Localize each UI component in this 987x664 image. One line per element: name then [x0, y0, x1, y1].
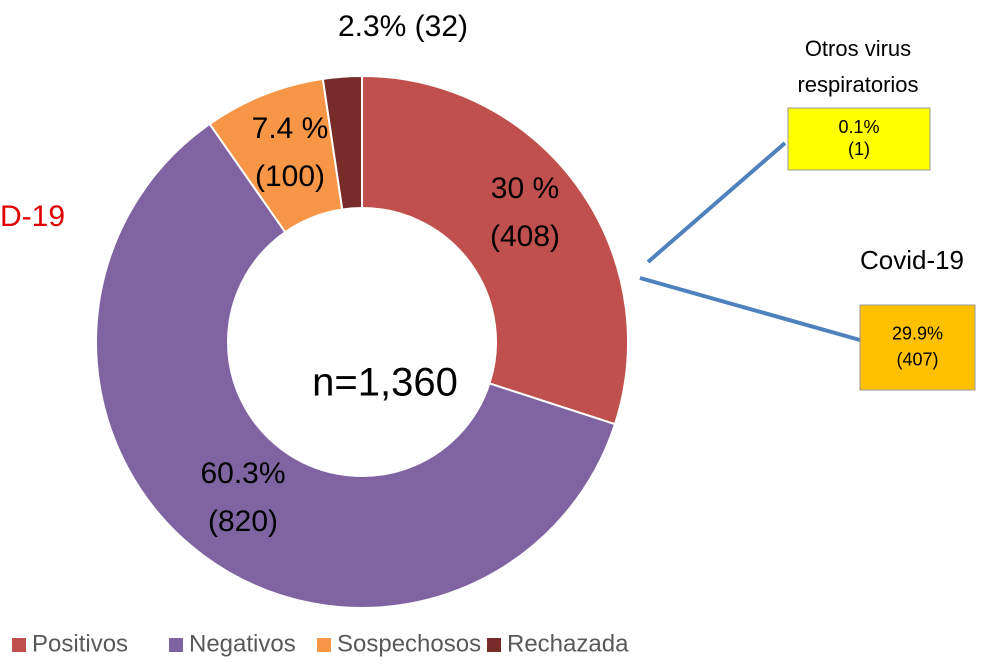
annotation-title: Covid-19: [860, 245, 964, 275]
value-label: 2.3% (32): [338, 10, 468, 43]
annotation-box: [787, 107, 931, 171]
legend-label: Sospechosos: [337, 630, 481, 657]
side-label: D-19: [0, 200, 65, 233]
callout-line: [639, 276, 861, 342]
legend-swatch: [317, 638, 331, 652]
annotation-text: 0.1%: [838, 117, 879, 137]
legend-swatch: [487, 638, 501, 652]
annotation-text: (407): [896, 349, 938, 369]
annotation-text: 29.9%: [892, 323, 943, 343]
legend-label: Rechazada: [507, 630, 629, 657]
annotation-box: [859, 304, 976, 391]
donut-segment: [361, 74, 629, 426]
legend-swatch: [12, 638, 26, 652]
annotation-title: Otros virus: [805, 36, 911, 61]
donut-segment: [321, 74, 363, 211]
donut-segment: [95, 122, 617, 609]
annotation-title: respiratorios: [797, 72, 918, 97]
legend-swatch: [169, 638, 183, 652]
value-label: 60.3%: [200, 457, 285, 490]
callout-line: [646, 141, 787, 264]
annotation-text: (1): [848, 139, 870, 159]
value-label: (408): [490, 220, 560, 253]
value-label: 7.4 %: [252, 112, 329, 145]
value-label: (820): [208, 505, 278, 538]
center-label: n=1,360: [312, 361, 458, 405]
legend-label: Negativos: [189, 630, 296, 657]
value-label: 30 %: [491, 172, 559, 205]
legend-label: Positivos: [32, 630, 128, 657]
value-label: (100): [255, 160, 325, 193]
